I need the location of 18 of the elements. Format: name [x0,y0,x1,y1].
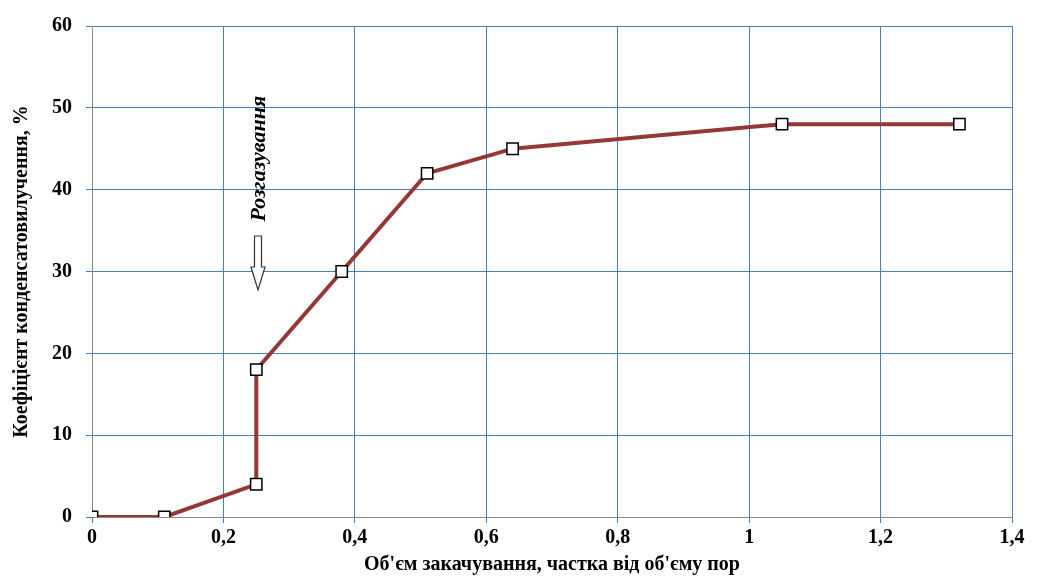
annotation: Розгазування [245,95,271,223]
y-tick-label: 60 [52,13,72,36]
x-tick-label: 0,6 [473,525,499,548]
y-axis-title: Коефіцієнт конденсатовилучення, % [9,105,33,438]
x-tick-label: 1,2 [868,525,894,548]
x-tick-label: 0,4 [342,525,368,548]
x-tick-label: 0,2 [210,525,236,548]
y-tick-label: 50 [52,95,72,118]
x-axis-title: Об'єм закачування, частка від об'єму пор [364,552,740,576]
y-tick-label: 40 [52,176,72,199]
y-tick-label: 20 [52,340,72,363]
x-tick-label: 0 [87,525,97,548]
y-tick-label: 30 [52,258,72,281]
x-tick-label: 0,8 [605,525,631,548]
y-tick-label: 10 [52,422,72,445]
y-tick-label: 0 [62,504,72,527]
x-tick-label: 1,4 [999,525,1025,548]
x-tick-label: 1 [744,525,755,548]
